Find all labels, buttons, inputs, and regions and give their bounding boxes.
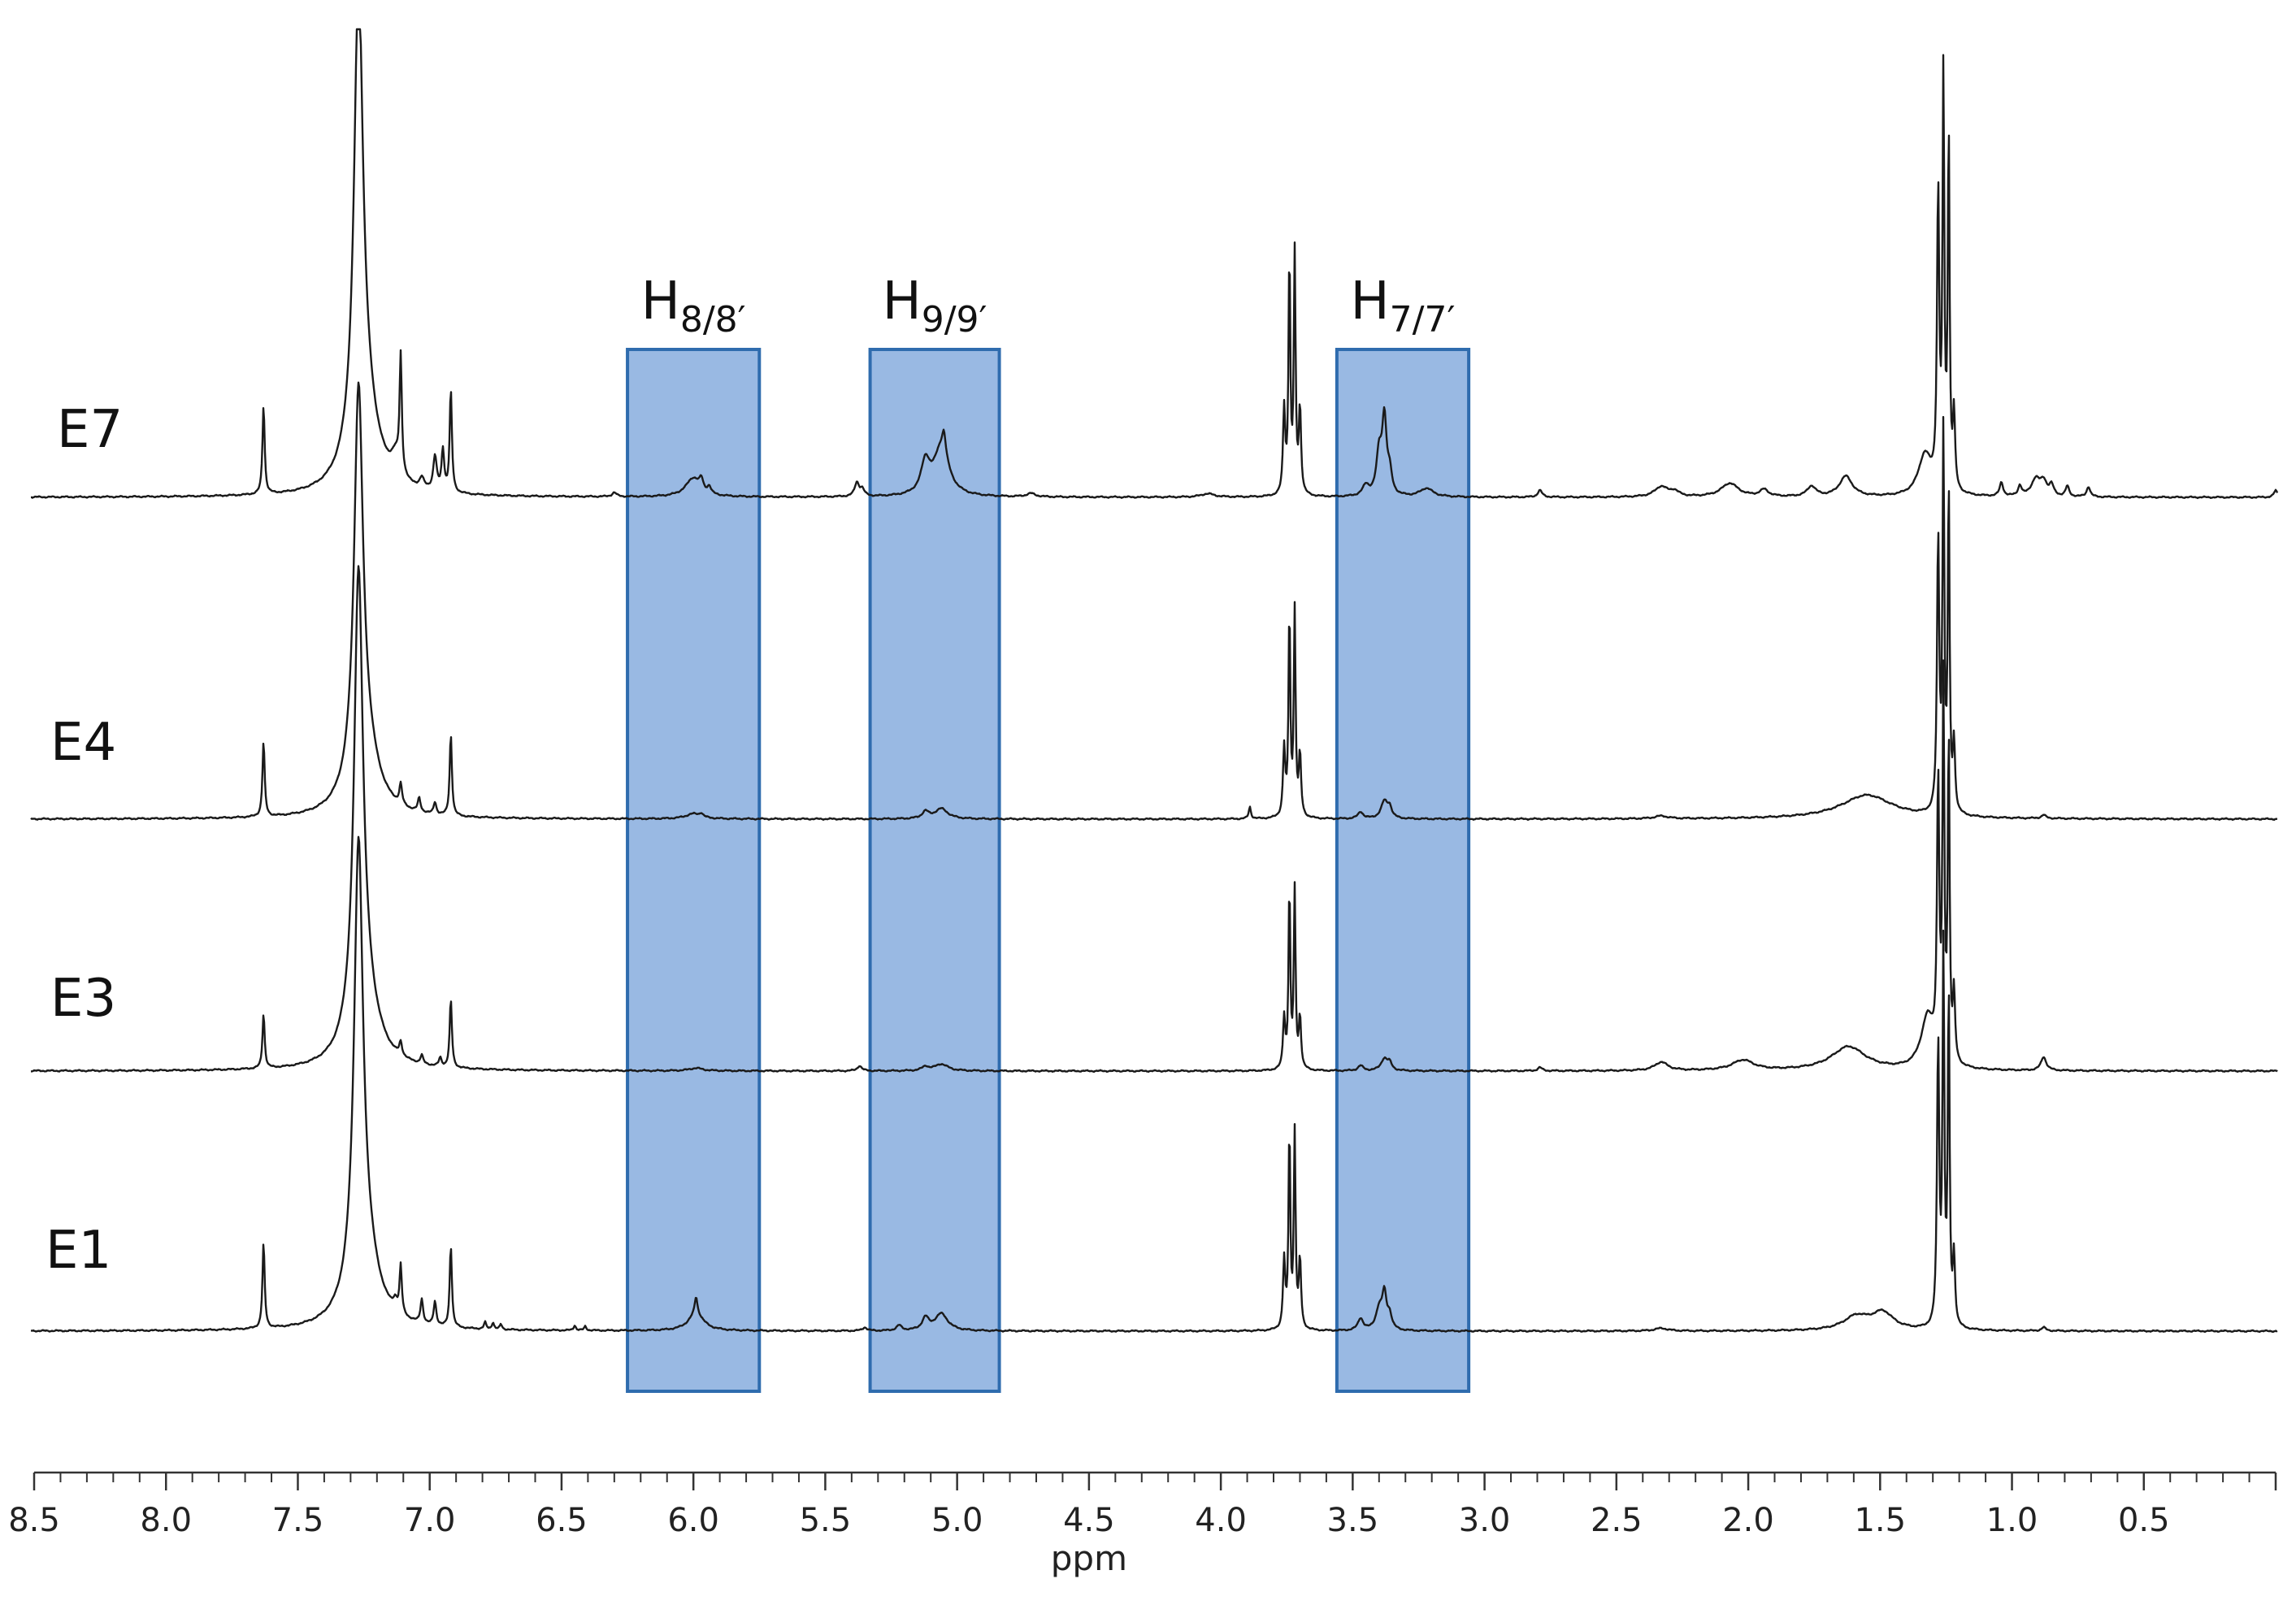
spectrum-traces [30, 28, 2279, 1334]
x-tick-label: 1.5 [1854, 1502, 1906, 1539]
highlight-region-1 [626, 348, 762, 1393]
region-label-3: H7/7′ [1351, 271, 1456, 341]
highlight-region-2 [868, 348, 1001, 1393]
series-label-e7: E7 [57, 400, 123, 460]
x-tick-label: 5.0 [931, 1502, 983, 1539]
x-tick-label: 4.5 [1063, 1502, 1115, 1539]
highlight-region-3 [1335, 348, 1471, 1393]
series-label-e4: E4 [50, 713, 116, 773]
x-tick-label: 0.5 [2118, 1502, 2170, 1539]
x-axis: 8.5 8.0 7.5 7.0 6.5 6.0 5.5 5.0 4.5 4.0 3.5 3.0 2.5 2… [8, 1471, 2277, 1539]
x-tick-label: 7.5 [272, 1502, 324, 1539]
spectrum-trace-e1 [30, 835, 2278, 1334]
x-tick-label: 8.5 [8, 1502, 60, 1539]
x-tick-label: 6.5 [536, 1502, 588, 1539]
series-labels: E7 E4 E3 E1 [46, 400, 123, 1281]
x-axis-title: ppm [1051, 1538, 1127, 1578]
region-label-1: H8/8′ [641, 271, 746, 341]
region-label-2: H9/9′ [883, 271, 987, 341]
x-tick-label: 6.0 [667, 1502, 719, 1539]
x-tick-label: 2.5 [1591, 1502, 1643, 1539]
spectrum-trace-e4 [30, 381, 2278, 822]
x-tick-label: 3.0 [1459, 1502, 1511, 1539]
x-tick-label: 2.0 [1722, 1502, 1774, 1539]
x-tick-label: 4.0 [1195, 1502, 1247, 1539]
x-tick-label: 5.5 [800, 1502, 852, 1539]
spectrum-trace-e7 [30, 28, 2279, 500]
series-label-e3: E3 [50, 969, 116, 1029]
series-label-e1: E1 [46, 1221, 111, 1281]
x-tick-label: 7.0 [404, 1502, 456, 1539]
spectrum-trace-e3 [30, 565, 2278, 1074]
x-tick-label: 8.0 [140, 1502, 192, 1539]
x-tick-label: 3.5 [1327, 1502, 1379, 1539]
x-tick-label: 1.0 [1986, 1502, 2038, 1539]
highlight-regions: H8/8′ H9/9′ H7/7′ [626, 271, 1471, 1393]
